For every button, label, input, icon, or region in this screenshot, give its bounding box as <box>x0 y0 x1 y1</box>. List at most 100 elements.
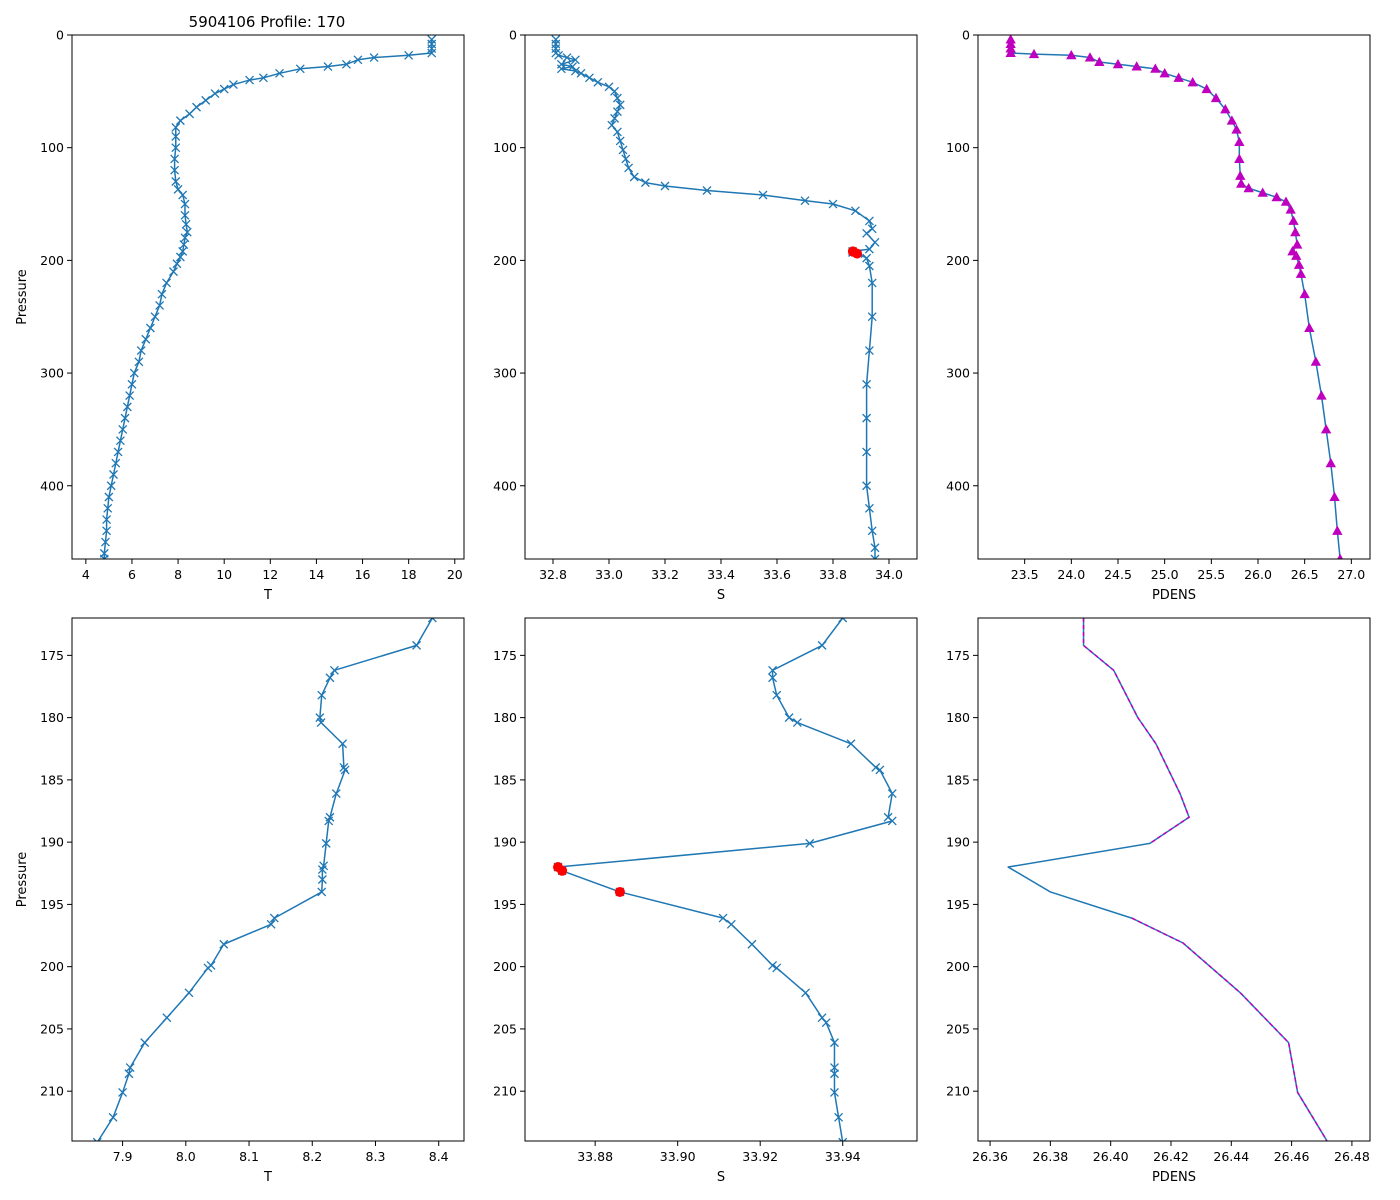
x-tick-label: 33.4 <box>707 567 735 582</box>
x-tick-label: 26.0 <box>1244 567 1272 582</box>
data-point <box>838 618 848 623</box>
x-tick-label: 7.9 <box>113 1149 133 1164</box>
data-point <box>747 939 757 949</box>
data-point <box>102 526 112 536</box>
y-tick-label: 175 <box>493 648 517 663</box>
data-point <box>629 172 639 182</box>
data-point <box>554 50 564 60</box>
y-tick-label: 0 <box>962 28 970 43</box>
data-point <box>867 224 877 234</box>
data-point <box>125 391 135 401</box>
y-tick-label: 210 <box>40 1084 64 1099</box>
data-point <box>1295 268 1307 278</box>
x-tick-label: 33.92 <box>742 1149 778 1164</box>
data-point <box>316 718 326 728</box>
data-point <box>568 62 578 72</box>
data-point <box>323 62 333 72</box>
data-point <box>1066 49 1077 60</box>
x-tick-label: 33.6 <box>763 567 791 582</box>
panels: 4 6 8 10 12 14 16 18 200100200300400TPressure32.… <box>15 28 1371 1185</box>
y-tick-label: 100 <box>946 140 970 155</box>
data-point <box>607 120 617 130</box>
data-point <box>175 116 185 126</box>
data-point <box>862 447 872 457</box>
y-tick-label: 205 <box>946 1021 970 1036</box>
data-point <box>875 765 885 775</box>
data-point <box>155 300 165 310</box>
x-tick-label: 8.2 <box>302 1149 322 1164</box>
plot-area <box>99 35 437 559</box>
data-point <box>129 368 139 378</box>
data-point <box>109 470 118 479</box>
data-point <box>118 1087 128 1097</box>
data-point <box>171 143 181 153</box>
data-point <box>1280 196 1292 206</box>
x-tick-label: 33.90 <box>660 1149 696 1164</box>
x-tick-label: 14 <box>308 567 324 582</box>
x-tick-label: 8.1 <box>239 1149 259 1164</box>
data-point <box>772 963 782 973</box>
data-point <box>792 718 802 728</box>
data-point <box>275 68 284 78</box>
data-point <box>817 640 827 650</box>
x-tick-label: 26.44 <box>1213 1149 1249 1164</box>
x-tick-label: 24.0 <box>1057 567 1085 582</box>
data-point <box>1325 457 1336 468</box>
data-point <box>887 789 897 799</box>
y-tick-label: 205 <box>493 1021 517 1036</box>
plot-area <box>553 618 897 1141</box>
chart-panel-t-zoom: 7.9 8.0 8.1 8.2 8.3 8.4 175 180 185 190 195 200 205 2… <box>15 617 465 1185</box>
x-tick-label: 16 <box>355 567 371 582</box>
data-point <box>864 244 874 254</box>
data-point <box>182 227 192 237</box>
data-point <box>1320 424 1332 434</box>
data-point <box>1292 239 1303 249</box>
data-point <box>180 199 190 209</box>
data-point <box>584 73 594 83</box>
data-point <box>615 100 625 110</box>
y-tick-label: 200 <box>946 959 970 974</box>
x-tick-label: 8.4 <box>429 1149 449 1164</box>
data-point <box>1159 67 1170 78</box>
plot-area <box>551 35 880 559</box>
flagged-point <box>852 248 863 259</box>
data-point <box>1293 259 1305 269</box>
data-point <box>180 210 190 220</box>
plot-area <box>1007 618 1328 1141</box>
data-point <box>106 481 116 491</box>
x-tick-label: 4 <box>82 567 90 582</box>
data-point <box>150 312 160 322</box>
y-tick-label: 300 <box>40 366 64 381</box>
y-tick-label: 400 <box>493 478 517 493</box>
x-tick-label: 27.0 <box>1337 567 1365 582</box>
data-point <box>618 145 628 155</box>
data-point <box>624 163 634 173</box>
data-point <box>184 988 194 998</box>
data-point <box>1201 83 1212 94</box>
data-point <box>120 413 130 423</box>
data-point <box>141 334 151 344</box>
data-point <box>1028 48 1040 59</box>
y-tick-label: 200 <box>493 253 517 268</box>
data-point <box>871 762 881 772</box>
data-point <box>1291 250 1302 260</box>
data-point <box>1234 136 1245 147</box>
data-point <box>1285 204 1296 214</box>
data-point <box>576 68 586 78</box>
x-tick-label: 26.48 <box>1334 1149 1370 1164</box>
y-tick-label: 0 <box>509 28 517 43</box>
data-point <box>295 64 305 74</box>
data-point <box>1187 77 1198 87</box>
y-tick-label: 190 <box>946 835 970 850</box>
x-tick-label: 34.0 <box>875 567 903 582</box>
data-point <box>1243 182 1254 193</box>
data-point <box>887 816 897 826</box>
data-point <box>850 206 860 216</box>
data-point <box>862 253 872 263</box>
data-point <box>92 1137 102 1141</box>
y-tick-label: 195 <box>40 897 64 912</box>
data-point <box>830 1038 839 1048</box>
x-tick-label: 24.5 <box>1104 567 1132 582</box>
data-point <box>1112 58 1124 69</box>
